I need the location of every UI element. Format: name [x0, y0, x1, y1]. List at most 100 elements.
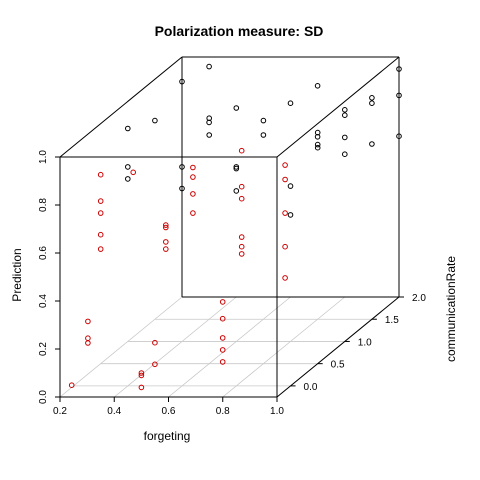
- data-point-32: [238, 183, 245, 190]
- data-points: [68, 63, 402, 391]
- data-point-69: [396, 133, 402, 139]
- x-tick-label-1: 0.4: [107, 406, 121, 417]
- floor-grid: [59, 296, 400, 398]
- data-point-3: [85, 340, 91, 346]
- data-point-62: [314, 144, 321, 151]
- x-tick-label-0: 0.2: [53, 406, 67, 417]
- data-point-56: [287, 212, 294, 218]
- box-edge-5: [276, 56, 400, 158]
- z-tick-label-2: 0.4: [38, 294, 49, 308]
- data-point-46: [179, 164, 185, 170]
- data-point-53: [260, 117, 267, 124]
- data-point-35: [282, 243, 288, 250]
- box-edge-4: [276, 296, 400, 398]
- data-point-14: [97, 246, 104, 252]
- data-point-29: [238, 243, 245, 250]
- data-point-30: [238, 234, 245, 240]
- data-point-44: [206, 63, 212, 70]
- data-point-64: [342, 151, 348, 157]
- z-axis-label: Prediction: [10, 248, 24, 301]
- data-point-63: [342, 134, 348, 141]
- data-point-57: [287, 183, 294, 189]
- data-point-23: [163, 222, 169, 228]
- data-point-15: [97, 231, 104, 238]
- data-point-40: [125, 176, 131, 182]
- data-point-20: [163, 246, 169, 252]
- z-tick-label-4: 0.8: [38, 198, 49, 212]
- y-tick-label-3: 1.5: [385, 315, 399, 326]
- data-point-71: [233, 165, 240, 172]
- data-point-17: [97, 198, 104, 204]
- data-point-66: [369, 141, 375, 147]
- data-point-72: [206, 119, 212, 126]
- data-point-38: [282, 162, 288, 168]
- grid-line-x-2: [168, 296, 291, 398]
- data-point-21: [163, 239, 169, 245]
- z-tick-label-1: 0.2: [38, 342, 49, 356]
- data-point-13: [219, 299, 226, 305]
- data-point-39: [125, 125, 131, 132]
- y-tick-label-4: 2.0: [412, 293, 426, 304]
- data-point-24: [190, 210, 196, 216]
- data-point-1: [85, 318, 91, 325]
- data-point-8: [152, 339, 158, 346]
- data-point-43: [179, 78, 185, 85]
- grid-line-x-0: [59, 296, 183, 398]
- data-point-16: [97, 210, 104, 216]
- chart-title: Polarization measure: SD: [155, 23, 324, 39]
- data-point-36: [282, 210, 288, 216]
- data-point-11: [219, 335, 226, 341]
- data-point-49: [233, 105, 240, 111]
- y-tick-label-1: 0.5: [331, 360, 345, 371]
- data-point-65: [369, 100, 375, 106]
- data-point-10: [219, 347, 226, 353]
- data-point-2: [85, 335, 91, 342]
- z-tick-label-0: 0.0: [38, 390, 49, 404]
- data-point-19: [130, 169, 136, 176]
- x-tick-label-3: 0.8: [216, 406, 230, 417]
- data-point-22: [163, 224, 169, 231]
- data-point-42: [152, 117, 158, 124]
- data-point-51: [233, 164, 240, 170]
- data-point-7: [152, 361, 158, 368]
- y-axis-label: communicationRate: [444, 256, 458, 362]
- z-tick-label-5: 1.0: [38, 150, 49, 164]
- y-tick-label-0: 0.0: [304, 382, 318, 393]
- data-point-28: [238, 251, 245, 257]
- data-point-6: [138, 370, 145, 376]
- data-point-4: [138, 384, 145, 391]
- x-axis-label: forgeting: [144, 429, 191, 443]
- data-point-25: [190, 191, 196, 197]
- data-point-54: [287, 100, 294, 106]
- data-point-34: [282, 275, 288, 281]
- data-point-58: [314, 141, 321, 148]
- y-tick-label-2: 1.0: [358, 337, 372, 348]
- data-point-50: [233, 188, 240, 194]
- data-point-45: [179, 185, 185, 192]
- grid-line-x-3: [222, 296, 346, 398]
- data-point-60: [342, 112, 348, 118]
- data-point-9: [219, 359, 226, 365]
- grid-line-x-1: [113, 296, 237, 398]
- data-point-41: [125, 164, 131, 170]
- z-tick-label-3: 0.6: [38, 246, 49, 260]
- data-point-12: [219, 315, 226, 322]
- data-point-52: [260, 132, 267, 138]
- data-point-73: [342, 107, 348, 113]
- x-tick-label-4: 1.0: [270, 406, 284, 417]
- data-point-61: [369, 95, 375, 101]
- x-tick-label-2: 0.6: [162, 406, 176, 417]
- axis-ticks: 0.2 0.4 0.6 0.8 1.0 0.0 0.2 0.4 0.6 0.8 1.0 0.0 0.5 1…: [38, 150, 426, 417]
- data-point-33: [238, 147, 245, 154]
- data-point-0: [68, 382, 75, 389]
- data-point-67: [396, 66, 402, 72]
- data-point-5: [138, 372, 145, 379]
- plot-box: [59, 56, 400, 398]
- data-point-55: [314, 83, 321, 89]
- data-point-31: [238, 195, 245, 202]
- box-edge-7: [59, 56, 183, 158]
- data-point-37: [282, 176, 288, 183]
- data-point-26: [190, 174, 196, 180]
